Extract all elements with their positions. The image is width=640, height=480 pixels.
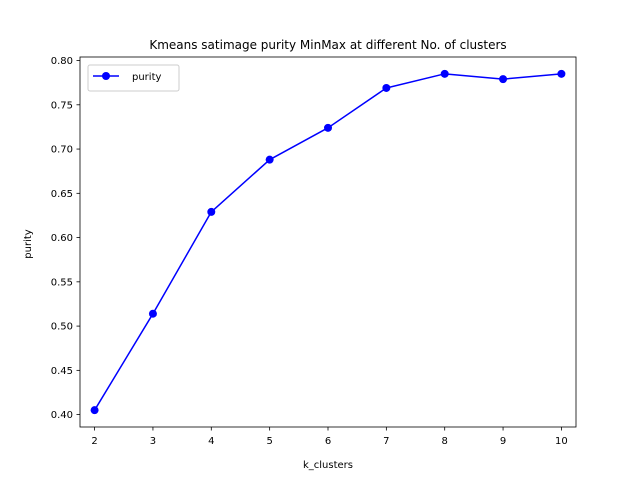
x-tick-label-5: 5 <box>266 436 272 447</box>
data-point-purity-3 <box>148 309 157 318</box>
y-tick-label-0.80: 0.80 <box>51 56 73 67</box>
y-axis-label: purity <box>23 229 34 258</box>
y-tick-label-0.40: 0.40 <box>51 410 73 421</box>
x-tick-label-3: 3 <box>150 436 156 447</box>
y-tick-label-0.60: 0.60 <box>51 233 73 244</box>
data-point-purity-8 <box>440 69 449 78</box>
legend-frame <box>87 64 180 92</box>
chart-title: Kmeans satimage purity MinMax at differe… <box>149 38 506 52</box>
y-tick-label-0.70: 0.70 <box>51 145 73 156</box>
legend-label-purity: purity <box>132 72 161 83</box>
legend-marker <box>102 72 110 80</box>
x-axis-label: k_clusters <box>303 460 353 471</box>
data-point-purity-4 <box>207 207 216 216</box>
x-tick-label-8: 8 <box>442 436 448 447</box>
data-point-purity-2 <box>90 406 99 415</box>
data-point-purity-6 <box>324 123 332 132</box>
x-tick-label-9: 9 <box>500 436 506 447</box>
data-point-purity-9 <box>499 75 508 84</box>
x-tick-label-4: 4 <box>208 436 214 447</box>
x-tick-label-10: 10 <box>555 436 568 447</box>
y-tick-label-0.45: 0.45 <box>51 366 73 377</box>
data-point-purity-5 <box>265 155 274 164</box>
y-tick-label-0.50: 0.50 <box>51 322 73 333</box>
data-point-purity-10 <box>557 69 566 78</box>
y-tick-label-0.55: 0.55 <box>51 277 73 288</box>
y-tick-label-0.65: 0.65 <box>51 189 73 200</box>
plot-area: 2 3 4 5 6 7 8 9 10 0.40 0.45 0.50 0.55 0.60 0.65 0.70 0.… <box>51 56 577 447</box>
x-tick-label-7: 7 <box>383 436 389 447</box>
data-point-purity-7 <box>382 83 391 92</box>
y-tick-label-0.75: 0.75 <box>51 100 73 111</box>
legend: purity <box>87 64 180 92</box>
x-tick-label-2: 2 <box>91 436 97 447</box>
x-tick-label-6: 6 <box>325 436 331 447</box>
